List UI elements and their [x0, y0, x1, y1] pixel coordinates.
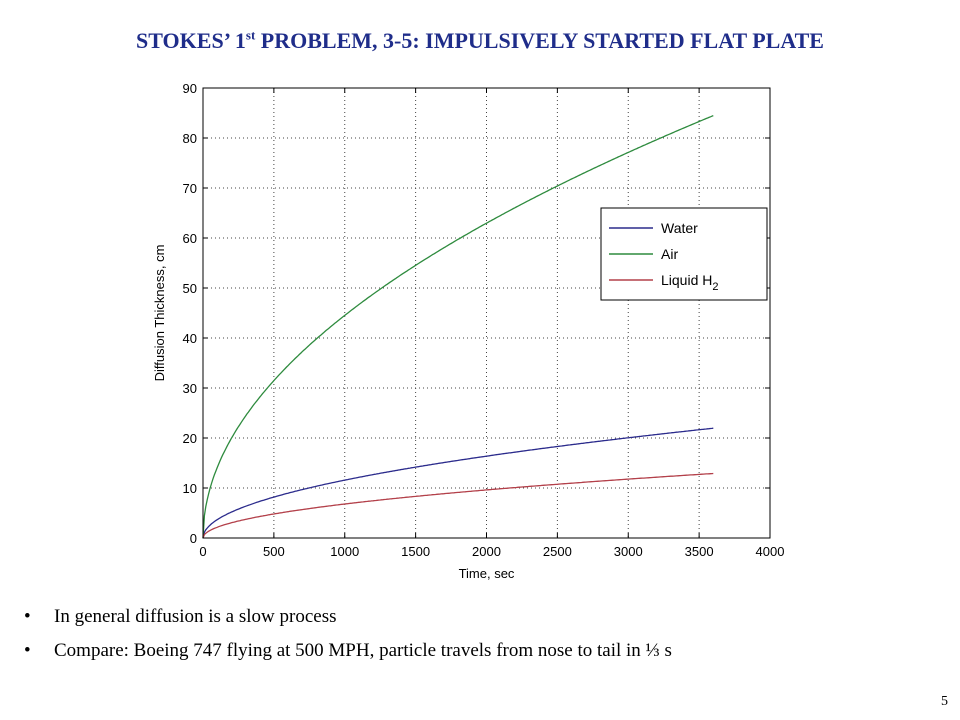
x-tick-label: 3500: [685, 544, 714, 559]
series-line-air: [202, 115, 714, 539]
diffusion-thickness-chart: 0 500 1000 1500 2000 2500 3000 3500 4000 0 10 20 30 4…: [152, 81, 785, 581]
bullet-item: • In general diffusion is a slow process: [24, 600, 672, 634]
series-line-liquid-h: [202, 472, 714, 539]
x-tick-label: 3000: [614, 544, 643, 559]
legend-label: Air: [661, 246, 678, 262]
y-tick-label: 20: [183, 431, 197, 446]
y-tick-label: 40: [183, 331, 197, 346]
y-tick-label: 0: [190, 531, 197, 546]
x-tick-label: 2000: [472, 544, 501, 559]
y-tick-label: 10: [183, 481, 197, 496]
page-number: 5: [941, 694, 948, 709]
legend-label-subscript: 2: [712, 281, 718, 293]
series-line-water: [202, 427, 714, 539]
bullet-text: Compare: Boeing 747 flying at 500 MPH, p…: [54, 640, 672, 661]
x-tick-label: 2500: [543, 544, 572, 559]
title-rest: PROBLEM, 3-5: IMPULSIVELY STARTED FLAT P…: [255, 28, 824, 53]
legend-label: Liquid H2: [661, 272, 719, 293]
y-axis-label: Diffusion Thickness, cm: [152, 245, 167, 382]
legend-label: Water: [661, 220, 698, 236]
slide-title: STOKES’ 1st PROBLEM, 3-5: IMPULSIVELY ST…: [0, 28, 960, 54]
bullet-icon: •: [24, 606, 31, 627]
bullet-icon: •: [24, 640, 31, 661]
x-tick-label: 0: [199, 544, 206, 559]
y-tick-label: 70: [183, 181, 197, 196]
y-tick-label: 90: [183, 81, 197, 96]
y-tick-label: 60: [183, 231, 197, 246]
x-axis-label: Time, sec: [459, 566, 515, 581]
title-main: STOKES’ 1: [136, 28, 246, 53]
y-tick-label: 30: [183, 381, 197, 396]
bullet-text: In general diffusion is a slow process: [54, 606, 337, 627]
x-tick-label: 4000: [756, 544, 785, 559]
title-superscript: st: [245, 27, 256, 43]
x-tick-label: 500: [263, 544, 285, 559]
bullet-list: • In general diffusion is a slow process …: [24, 600, 672, 668]
x-tick-label: 1000: [330, 544, 359, 559]
bullet-item: • Compare: Boeing 747 flying at 500 MPH, …: [24, 634, 672, 668]
y-tick-label: 80: [183, 131, 197, 146]
x-tick-label: 1500: [401, 544, 430, 559]
y-tick-label: 50: [183, 281, 197, 296]
